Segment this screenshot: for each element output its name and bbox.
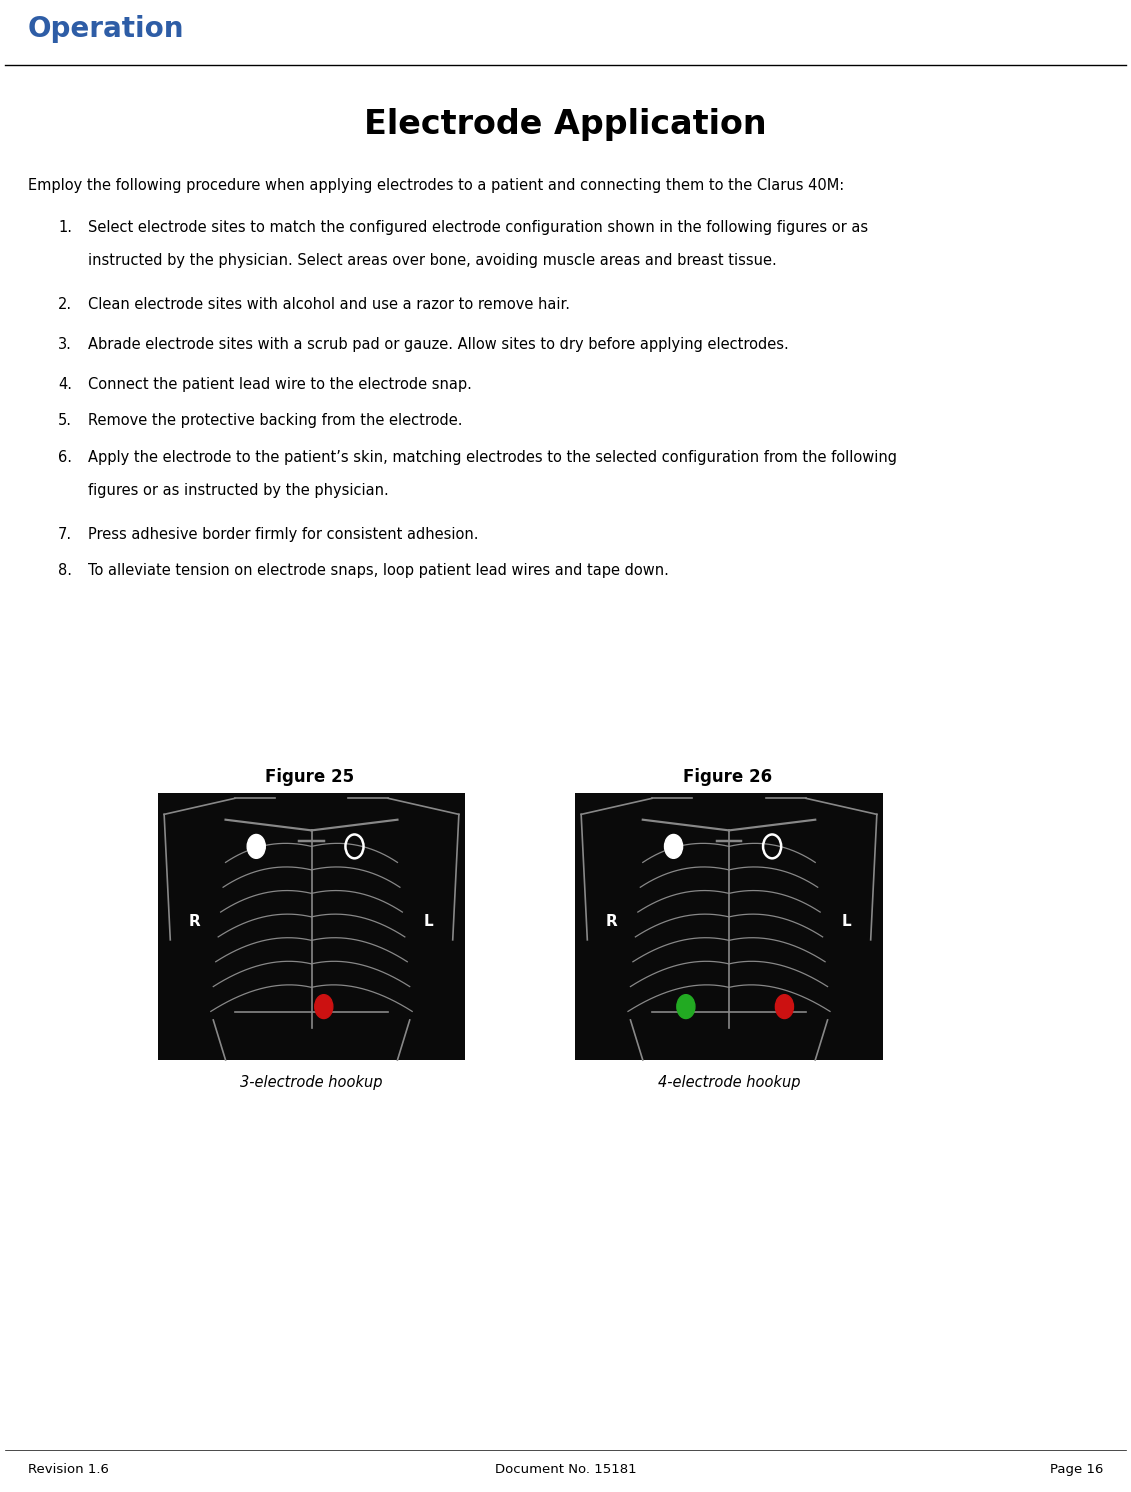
Text: 1.: 1. bbox=[58, 219, 72, 236]
Text: R: R bbox=[606, 913, 618, 928]
Text: Page 16: Page 16 bbox=[1050, 1464, 1103, 1476]
Text: Operation: Operation bbox=[28, 15, 184, 43]
Text: Revision 1.6: Revision 1.6 bbox=[28, 1464, 109, 1476]
Bar bbox=[158, 794, 465, 1059]
Text: 3.: 3. bbox=[58, 337, 72, 352]
Text: 2.: 2. bbox=[58, 297, 72, 312]
Text: 3-electrode hookup: 3-electrode hookup bbox=[240, 1076, 382, 1091]
Text: R: R bbox=[189, 913, 200, 928]
Text: 4.: 4. bbox=[58, 377, 72, 392]
Text: 7.: 7. bbox=[58, 527, 72, 542]
Text: Employ the following procedure when applying electrodes to a patient and connect: Employ the following procedure when appl… bbox=[28, 178, 844, 192]
Text: 5.: 5. bbox=[58, 413, 72, 428]
Text: L: L bbox=[423, 913, 433, 928]
Text: 8.: 8. bbox=[58, 562, 72, 577]
Text: Apply the electrode to the patient’s skin, matching electrodes to the selected c: Apply the electrode to the patient’s ski… bbox=[88, 451, 897, 466]
Text: Figure 25: Figure 25 bbox=[266, 768, 354, 786]
Text: 4-electrode hookup: 4-electrode hookup bbox=[658, 1076, 801, 1091]
Text: Press adhesive border firmly for consistent adhesion.: Press adhesive border firmly for consist… bbox=[88, 527, 478, 542]
Text: 6.: 6. bbox=[58, 451, 72, 466]
Text: figures or as instructed by the physician.: figures or as instructed by the physicia… bbox=[88, 483, 389, 498]
Text: Document No. 15181: Document No. 15181 bbox=[494, 1464, 637, 1476]
Text: Remove the protective backing from the electrode.: Remove the protective backing from the e… bbox=[88, 413, 463, 428]
Text: instructed by the physician. Select areas over bone, avoiding muscle areas and b: instructed by the physician. Select area… bbox=[88, 254, 777, 269]
Circle shape bbox=[676, 995, 694, 1019]
Text: Connect the patient lead wire to the electrode snap.: Connect the patient lead wire to the ele… bbox=[88, 377, 472, 392]
Circle shape bbox=[776, 995, 794, 1019]
Circle shape bbox=[314, 995, 333, 1019]
Text: Clean electrode sites with alcohol and use a razor to remove hair.: Clean electrode sites with alcohol and u… bbox=[88, 297, 570, 312]
Text: Figure 26: Figure 26 bbox=[683, 768, 772, 786]
Text: L: L bbox=[841, 913, 851, 928]
Bar bbox=[575, 794, 883, 1059]
Text: Select electrode sites to match the configured electrode configuration shown in : Select electrode sites to match the conf… bbox=[88, 219, 869, 236]
Circle shape bbox=[665, 834, 683, 858]
Text: Abrade electrode sites with a scrub pad or gauze. Allow sites to dry before appl: Abrade electrode sites with a scrub pad … bbox=[88, 337, 788, 352]
Circle shape bbox=[248, 834, 266, 858]
Text: To alleviate tension on electrode snaps, loop patient lead wires and tape down.: To alleviate tension on electrode snaps,… bbox=[88, 562, 668, 577]
Text: Electrode Application: Electrode Application bbox=[364, 107, 767, 142]
